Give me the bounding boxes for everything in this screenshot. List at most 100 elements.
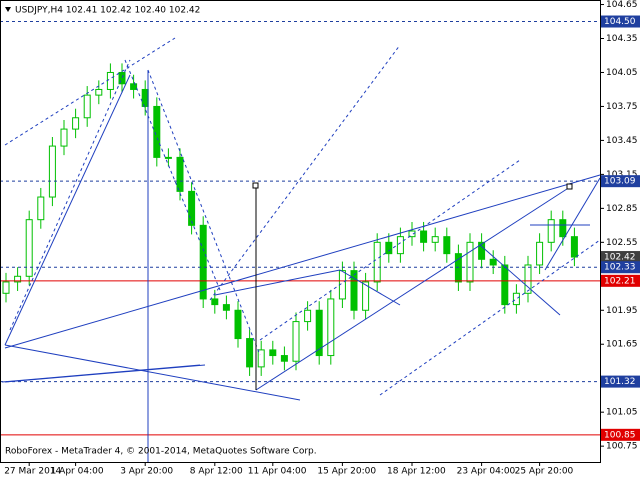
y-tick-label: 103.75 — [606, 102, 638, 112]
candle-body — [512, 292, 520, 306]
candle-body — [141, 88, 149, 107]
candle-body — [222, 304, 230, 311]
y-tick-label: 101.05 — [606, 408, 638, 418]
candle-body — [385, 241, 393, 255]
candle-body — [269, 349, 277, 357]
candle-body — [2, 281, 10, 294]
trendlines — [1, 37, 601, 462]
y-tick-label: 101.95 — [606, 306, 638, 316]
y-tick-label: 104.35 — [606, 34, 638, 44]
candle-body — [130, 83, 138, 90]
price-label: 102.33 — [604, 263, 636, 273]
trend-line — [4, 174, 601, 349]
candle-body — [234, 309, 242, 340]
candle-body — [350, 270, 358, 311]
trend-line — [339, 269, 401, 306]
trend-line — [544, 177, 601, 271]
dropdown-icon — [5, 7, 11, 12]
price-label-bg — [601, 274, 640, 287]
y-tick-label: 102.85 — [606, 204, 638, 214]
y-tick-label: 103.15 — [606, 170, 638, 180]
candle-body — [408, 230, 416, 238]
x-tick-label: 1 Apr 04:00 — [51, 467, 104, 477]
price-label: 101.32 — [604, 377, 636, 387]
candle-body — [396, 236, 404, 255]
candle-body — [524, 264, 532, 294]
candle-body — [315, 309, 323, 357]
candle-body — [25, 219, 33, 277]
y-tick-label: 104.05 — [606, 68, 638, 78]
x-tick-label: 25 Apr 20:00 — [515, 467, 574, 477]
y-tick-label: 101.65 — [606, 340, 638, 350]
trend-line — [4, 344, 301, 401]
candle-body — [246, 338, 254, 368]
candle-body — [327, 298, 335, 357]
candle-body — [373, 241, 381, 283]
candle-body — [536, 241, 544, 266]
candle-body — [37, 196, 45, 221]
candle-body — [304, 309, 312, 323]
price-label-bg — [601, 375, 640, 388]
candle-body — [176, 156, 184, 192]
candle-body — [478, 241, 486, 260]
candle-body — [14, 275, 22, 283]
candle-body — [153, 105, 161, 158]
plot-frame — [0, 0, 601, 463]
candle-body — [280, 355, 288, 362]
x-tick-label: 27 Mar 2014 — [4, 467, 61, 477]
channel-line — [379, 239, 601, 396]
x-tick-label: 23 Apr 04:00 — [457, 467, 516, 477]
candle-body — [95, 88, 103, 96]
candle-body — [454, 253, 462, 283]
price-label-bg — [601, 15, 640, 28]
plot — [0, 21, 600, 436]
candle-body — [211, 298, 219, 306]
price-label-bg — [601, 251, 640, 264]
candle-body — [570, 236, 578, 258]
trend-line — [255, 186, 571, 391]
price-label-bg — [601, 428, 640, 441]
y-tick-label: 103.45 — [606, 136, 638, 146]
channel-line — [9, 59, 131, 331]
point — [566, 183, 573, 190]
x-tick-label: 3 Apr 20:00 — [120, 467, 173, 477]
trend-line — [214, 269, 341, 296]
x-tick-label: 8 Apr 12:00 — [190, 467, 243, 477]
candle-body — [60, 128, 68, 147]
price-label: 100.85 — [604, 430, 636, 440]
candle-body — [292, 321, 300, 362]
point — [252, 182, 259, 189]
candle-body — [106, 71, 114, 90]
y-tick-label: 104.65 — [606, 0, 638, 10]
candle-body — [466, 241, 474, 283]
channel-line — [259, 159, 521, 341]
candle-body — [257, 349, 265, 368]
candle-body — [489, 258, 497, 266]
x-tick-label: 18 Apr 12:00 — [387, 467, 446, 477]
x-tick-label: 11 Apr 04:00 — [248, 467, 307, 477]
price-label: 103.09 — [604, 177, 636, 187]
y-tick-label: 100.75 — [606, 442, 638, 452]
price-label: 102.21 — [604, 276, 636, 286]
channel-line — [209, 44, 401, 301]
candle-body — [443, 236, 451, 255]
x-tick-label: 15 Apr 20:00 — [317, 467, 376, 477]
candle-body — [164, 156, 172, 159]
candle-body — [72, 117, 80, 130]
footer: RoboForex - MetaTrader 4, © 2001-2014, M… — [5, 447, 317, 457]
candle-body — [118, 71, 126, 85]
candle-body — [547, 219, 555, 243]
candle-body — [199, 224, 207, 300]
candle-body — [420, 230, 428, 243]
chart-title: USDJPY,H4 102.41 102.42 102.40 102.42 — [15, 6, 200, 16]
candle-body — [48, 145, 56, 198]
candle-body — [362, 281, 370, 311]
candle-body — [83, 94, 91, 119]
trend-line — [479, 244, 561, 316]
y-tick-label: 102.55 — [606, 238, 638, 248]
candle-body — [431, 236, 439, 243]
candle-body — [559, 219, 567, 238]
trend-line — [4, 74, 131, 346]
